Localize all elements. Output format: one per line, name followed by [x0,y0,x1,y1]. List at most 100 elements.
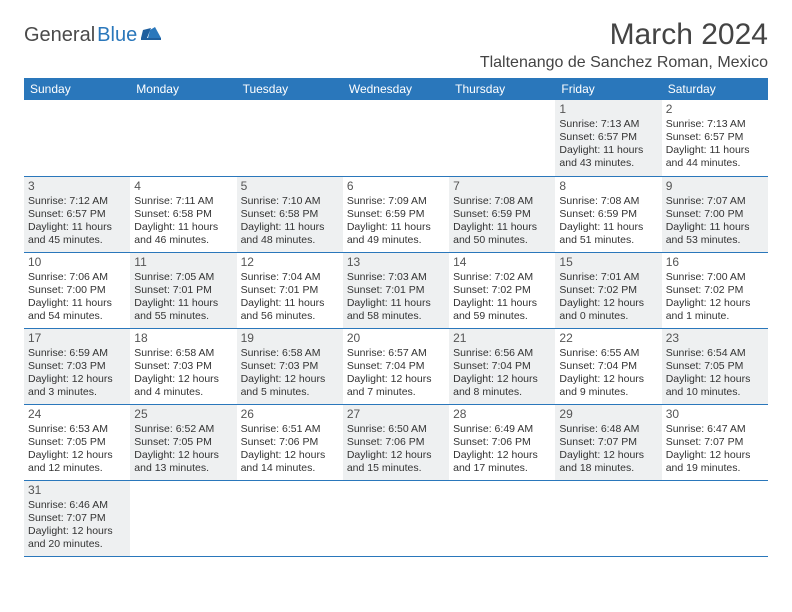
daylight-text: and 19 minutes. [666,462,764,475]
sunset-text: Sunset: 7:07 PM [559,436,657,449]
sunset-text: Sunset: 6:59 PM [453,208,551,221]
calendar-day-cell: 14Sunrise: 7:02 AMSunset: 7:02 PMDayligh… [449,252,555,328]
calendar-day-cell: 16Sunrise: 7:00 AMSunset: 7:02 PMDayligh… [662,252,768,328]
sunrise-text: Sunrise: 6:49 AM [453,423,551,436]
daylight-text: Daylight: 11 hours [559,144,657,157]
calendar-day-cell: 11Sunrise: 7:05 AMSunset: 7:01 PMDayligh… [130,252,236,328]
day-number: 16 [666,255,764,270]
calendar-day-cell: 15Sunrise: 7:01 AMSunset: 7:02 PMDayligh… [555,252,661,328]
sunrise-text: Sunrise: 7:05 AM [134,271,232,284]
daylight-text: and 13 minutes. [134,462,232,475]
title-block: March 2024 Tlaltenango de Sanchez Roman,… [480,18,768,72]
daylight-text: Daylight: 12 hours [28,373,126,386]
daylight-text: and 8 minutes. [453,386,551,399]
sunrise-text: Sunrise: 7:10 AM [241,195,339,208]
sunset-text: Sunset: 7:05 PM [28,436,126,449]
daylight-text: and 4 minutes. [134,386,232,399]
daylight-text: Daylight: 11 hours [28,297,126,310]
daylight-text: and 51 minutes. [559,234,657,247]
daylight-text: and 9 minutes. [559,386,657,399]
daylight-text: Daylight: 12 hours [347,449,445,462]
daylight-text: and 56 minutes. [241,310,339,323]
sunrise-text: Sunrise: 7:11 AM [134,195,232,208]
calendar-week-row: 1Sunrise: 7:13 AMSunset: 6:57 PMDaylight… [24,100,768,176]
sunset-text: Sunset: 7:02 PM [666,284,764,297]
calendar-day-cell: 20Sunrise: 6:57 AMSunset: 7:04 PMDayligh… [343,328,449,404]
calendar-day-cell: 8Sunrise: 7:08 AMSunset: 6:59 PMDaylight… [555,176,661,252]
calendar-day-cell [130,480,236,556]
calendar-week-row: 17Sunrise: 6:59 AMSunset: 7:03 PMDayligh… [24,328,768,404]
flag-icon [141,25,163,46]
day-number: 24 [28,407,126,422]
calendar-day-cell: 31Sunrise: 6:46 AMSunset: 7:07 PMDayligh… [24,480,130,556]
calendar-day-cell [449,480,555,556]
calendar-day-cell: 13Sunrise: 7:03 AMSunset: 7:01 PMDayligh… [343,252,449,328]
day-number: 9 [666,179,764,194]
calendar-day-cell [237,100,343,176]
sunset-text: Sunset: 7:04 PM [453,360,551,373]
day-number: 1 [559,102,657,117]
day-number: 4 [134,179,232,194]
day-number: 26 [241,407,339,422]
sunrise-text: Sunrise: 7:13 AM [666,118,764,131]
day-number: 15 [559,255,657,270]
calendar-week-row: 3Sunrise: 7:12 AMSunset: 6:57 PMDaylight… [24,176,768,252]
sunset-text: Sunset: 7:04 PM [347,360,445,373]
daylight-text: and 17 minutes. [453,462,551,475]
sunrise-text: Sunrise: 6:50 AM [347,423,445,436]
sunset-text: Sunset: 7:06 PM [241,436,339,449]
daylight-text: Daylight: 12 hours [666,297,764,310]
day-number: 21 [453,331,551,346]
sunrise-text: Sunrise: 6:58 AM [134,347,232,360]
calendar-day-cell: 2Sunrise: 7:13 AMSunset: 6:57 PMDaylight… [662,100,768,176]
day-number: 5 [241,179,339,194]
sunrise-text: Sunrise: 7:08 AM [559,195,657,208]
day-number: 20 [347,331,445,346]
day-number: 29 [559,407,657,422]
calendar-day-cell: 10Sunrise: 7:06 AMSunset: 7:00 PMDayligh… [24,252,130,328]
calendar-day-cell: 19Sunrise: 6:58 AMSunset: 7:03 PMDayligh… [237,328,343,404]
daylight-text: and 15 minutes. [347,462,445,475]
daylight-text: Daylight: 11 hours [241,297,339,310]
daylight-text: Daylight: 12 hours [453,373,551,386]
daylight-text: Daylight: 12 hours [666,373,764,386]
calendar-day-cell [343,480,449,556]
calendar-day-cell: 27Sunrise: 6:50 AMSunset: 7:06 PMDayligh… [343,404,449,480]
weekday-header: Monday [130,78,236,100]
daylight-text: Daylight: 11 hours [666,144,764,157]
daylight-text: and 10 minutes. [666,386,764,399]
daylight-text: Daylight: 12 hours [28,525,126,538]
sunset-text: Sunset: 7:00 PM [28,284,126,297]
daylight-text: and 55 minutes. [134,310,232,323]
calendar-day-cell: 3Sunrise: 7:12 AMSunset: 6:57 PMDaylight… [24,176,130,252]
calendar-day-cell: 28Sunrise: 6:49 AMSunset: 7:06 PMDayligh… [449,404,555,480]
calendar-day-cell: 17Sunrise: 6:59 AMSunset: 7:03 PMDayligh… [24,328,130,404]
daylight-text: and 14 minutes. [241,462,339,475]
daylight-text: Daylight: 11 hours [666,221,764,234]
sunrise-text: Sunrise: 7:07 AM [666,195,764,208]
sunset-text: Sunset: 6:58 PM [134,208,232,221]
day-number: 17 [28,331,126,346]
day-number: 30 [666,407,764,422]
daylight-text: and 49 minutes. [347,234,445,247]
daylight-text: Daylight: 12 hours [559,373,657,386]
weekday-header: Saturday [662,78,768,100]
day-number: 2 [666,102,764,117]
sunset-text: Sunset: 6:57 PM [666,131,764,144]
daylight-text: and 5 minutes. [241,386,339,399]
sunrise-text: Sunrise: 7:04 AM [241,271,339,284]
sunset-text: Sunset: 7:02 PM [559,284,657,297]
daylight-text: Daylight: 12 hours [347,373,445,386]
sunrise-text: Sunrise: 7:06 AM [28,271,126,284]
sunrise-text: Sunrise: 6:51 AM [241,423,339,436]
sunset-text: Sunset: 7:02 PM [453,284,551,297]
sunset-text: Sunset: 7:06 PM [347,436,445,449]
calendar-day-cell [555,480,661,556]
day-number: 11 [134,255,232,270]
daylight-text: and 1 minute. [666,310,764,323]
sunrise-text: Sunrise: 7:08 AM [453,195,551,208]
sunrise-text: Sunrise: 7:12 AM [28,195,126,208]
sunset-text: Sunset: 6:59 PM [559,208,657,221]
sunrise-text: Sunrise: 7:09 AM [347,195,445,208]
sunrise-text: Sunrise: 7:03 AM [347,271,445,284]
